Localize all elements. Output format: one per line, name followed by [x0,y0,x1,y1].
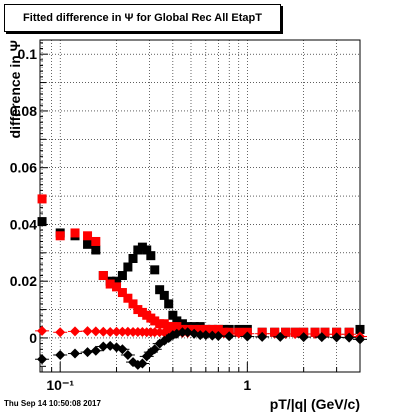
data-point-square [172,316,182,326]
data-point-square [91,245,101,255]
data-point-square [355,324,365,334]
data-point-square [117,271,127,281]
y-tick-label: 0.06 [10,160,37,176]
data-point-square [128,299,138,309]
data-point-square [117,288,127,298]
data-point-square [150,265,160,275]
data-point-square [112,276,122,286]
chart-title: Fitted difference in Ψ for Global Rec Al… [23,12,262,24]
data-point-square [133,245,143,255]
series-1 [37,194,354,337]
data-point-square [112,282,122,292]
data-point-square [123,262,133,272]
axes [39,39,361,373]
data-point-square [172,322,182,332]
data-point-square [105,279,115,289]
x-tick-label: 10⁻¹ [46,377,74,393]
data-point-square [155,319,165,329]
y-tick-label: 0.04 [10,216,37,232]
y-tick-label: 0.08 [10,103,37,119]
data-point-square [37,194,47,204]
x-tick-label: 1 [243,377,251,393]
series-3 [35,327,367,370]
y-tick-label: 0.1 [18,46,38,62]
chart-title-box: Fitted difference in Ψ for Global Rec Al… [4,4,281,32]
data-point-square [128,253,138,263]
y-axis-label: difference in Ψ [7,40,23,138]
data-point-square [168,310,178,320]
y-tick-label: 0.02 [10,273,37,289]
data-point-square [133,305,143,315]
y-tick-label: 0 [29,330,37,346]
data-point-square [146,251,156,261]
plot-frame [39,39,361,373]
data-point-square [150,316,160,326]
data-point-square [159,290,169,300]
data-point-square [55,231,65,241]
grid [40,40,360,372]
data-point-square [155,285,165,295]
data-point-square [83,239,93,249]
data-point-square [123,293,133,303]
data-point-square [91,236,101,246]
data-point-square [83,231,93,241]
data-point-square [164,299,174,309]
x-axis-label: pT/|q| (GeV/c) [270,396,360,412]
data-point-square [37,217,47,227]
data-point-square [142,245,152,255]
timestamp: Thu Sep 14 10:50:08 2017 [4,399,101,408]
axis-labels: 0 0.02 0.04 0.06 0.08 0.1 10⁻¹ 1 pT/|q| (GeV/c) d… [7,40,360,412]
data-point-square [177,319,187,329]
data-point-square [98,271,108,281]
data-point-square [70,228,80,238]
data-marks [35,194,367,370]
